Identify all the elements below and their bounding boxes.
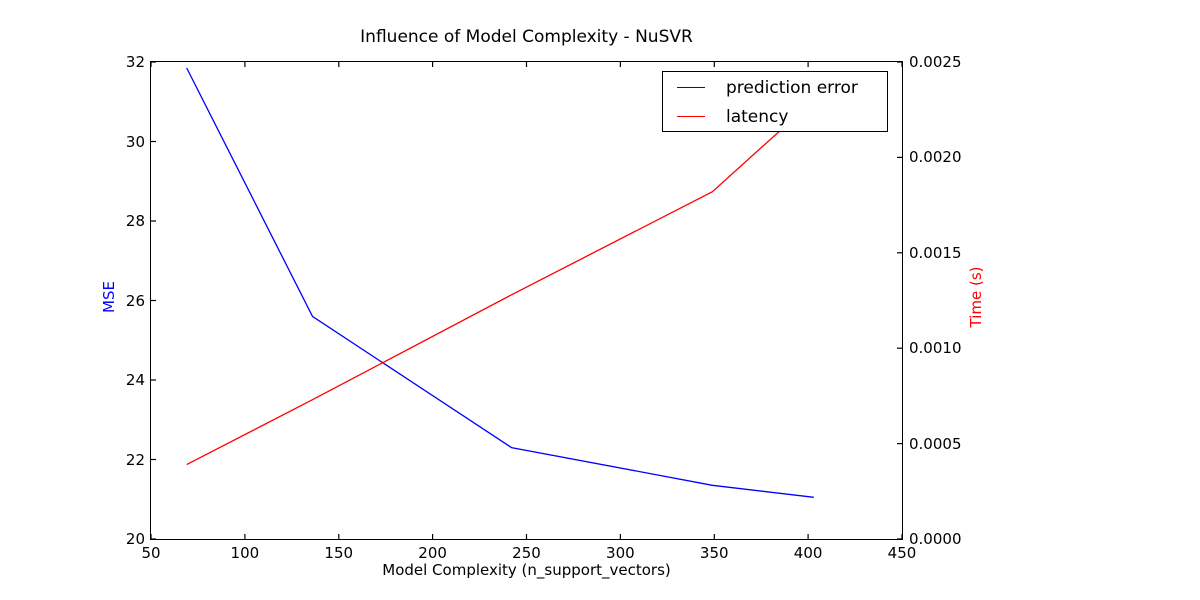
legend-label-prediction-error: prediction error xyxy=(726,77,858,98)
legend-label-latency: latency xyxy=(726,106,789,127)
legend-item-latency: latency xyxy=(663,102,887,131)
prediction-error-line-sample xyxy=(677,87,705,88)
y-right-tick-label: 0.0000 xyxy=(909,530,962,548)
y-right-tick-label: 0.0015 xyxy=(909,243,962,262)
y-left-tick-label: 30 xyxy=(125,132,145,151)
y-right-tick-label: 0.0020 xyxy=(909,148,962,167)
x-tick-label: 300 xyxy=(606,544,635,562)
legend-item-prediction-error: prediction error xyxy=(663,73,887,102)
plot-area xyxy=(150,61,903,540)
x-tick-label: 150 xyxy=(324,544,354,562)
plot-svg xyxy=(151,62,902,539)
x-tick-label: 200 xyxy=(418,544,447,562)
chart-title: Influence of Model Complexity - NuSVR xyxy=(360,27,693,47)
y-left-tick-label: 32 xyxy=(125,53,145,71)
x-tick-label: 50 xyxy=(141,544,161,562)
y-right-tick-label: 0.0005 xyxy=(909,434,962,453)
x-tick-label: 250 xyxy=(512,544,541,562)
y-left-tick-label: 24 xyxy=(125,371,145,389)
y-left-tick-label: 26 xyxy=(125,291,145,310)
x-axis-label: Model Complexity (n_support_vectors) xyxy=(382,561,671,579)
x-tick-label: 400 xyxy=(793,544,823,562)
y-left-tick-label: 28 xyxy=(125,212,145,230)
x-tick-label: 100 xyxy=(230,544,260,562)
y-right-tick-label: 0.0025 xyxy=(909,53,962,71)
x-tick-label: 450 xyxy=(887,544,917,562)
y-left-tick-label: 22 xyxy=(125,450,145,469)
y-left-tick-label: 20 xyxy=(125,530,145,548)
x-tick-label: 350 xyxy=(699,544,729,562)
y-right-tick-label: 0.0010 xyxy=(909,339,962,358)
legend: prediction error latency xyxy=(662,71,888,132)
latency-line-sample xyxy=(677,116,705,117)
